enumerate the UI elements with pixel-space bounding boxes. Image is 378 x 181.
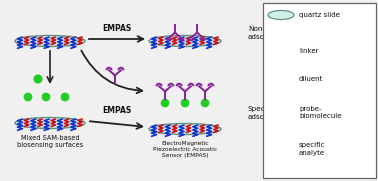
Text: quartz slide: quartz slide [299, 12, 340, 18]
Ellipse shape [149, 35, 221, 47]
Text: Non-specific
adsorption: Non-specific adsorption [248, 26, 292, 39]
Circle shape [201, 99, 209, 107]
Text: specific
analyte: specific analyte [299, 142, 325, 155]
Circle shape [61, 93, 69, 101]
Text: EMPAS: EMPAS [102, 24, 132, 33]
Text: EMPAS: EMPAS [102, 106, 132, 115]
Ellipse shape [268, 10, 294, 20]
Circle shape [42, 93, 50, 101]
Ellipse shape [149, 123, 221, 134]
Text: ElectroMagnetic
Piezoelectric Acoustic
Sensor (EMPAS): ElectroMagnetic Piezoelectric Acoustic S… [153, 141, 217, 158]
Text: Mixed SAM-based
biosensing surfaces: Mixed SAM-based biosensing surfaces [17, 135, 83, 148]
Text: linker: linker [299, 48, 319, 54]
Ellipse shape [15, 117, 85, 129]
Circle shape [181, 99, 189, 107]
Circle shape [34, 75, 42, 83]
Circle shape [24, 93, 32, 101]
Ellipse shape [15, 35, 85, 47]
Text: diluent: diluent [299, 76, 323, 82]
Text: probe-
biomolecule: probe- biomolecule [299, 106, 341, 119]
Bar [263, 3, 376, 178]
Circle shape [161, 99, 169, 107]
Circle shape [276, 108, 285, 117]
Text: Specific
adsorption: Specific adsorption [248, 106, 287, 119]
